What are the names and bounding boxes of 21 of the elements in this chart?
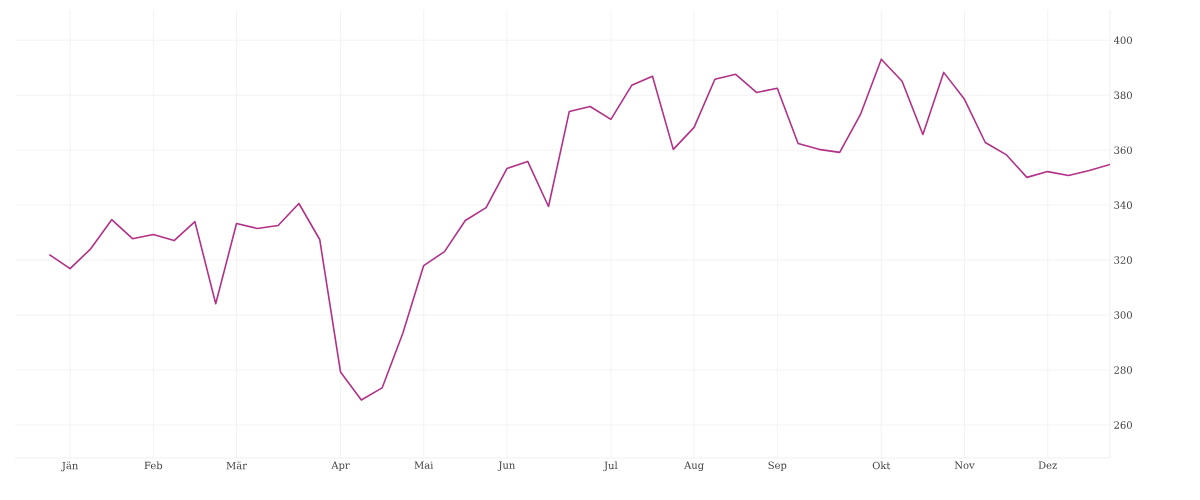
y-tick-label: 380 <box>1114 91 1132 99</box>
x-tick-label: Feb <box>144 461 163 470</box>
x-tick-label: Mär <box>226 461 247 470</box>
x-tick-label: Nov <box>954 461 975 469</box>
y-tick-label: 300 <box>1114 311 1132 319</box>
y-tick-label: 360 <box>1114 146 1132 154</box>
x-tick-label: Apr <box>331 461 350 471</box>
x-tick-label: Sep <box>768 461 787 471</box>
x-tick-label: Jul <box>603 461 618 472</box>
y-tick-label: 260 <box>1114 421 1132 429</box>
y-tick-label: 340 <box>1114 201 1132 209</box>
x-tick-label: Jän <box>61 461 79 472</box>
x-tick-label: Jun <box>497 461 516 471</box>
x-tick-label: Mai <box>414 461 434 469</box>
y-tick-label: 280 <box>1114 366 1132 374</box>
x-tick-label: Aug <box>684 461 704 471</box>
y-tick-label: 320 <box>1114 256 1132 264</box>
x-tick-label: Dez <box>1038 461 1057 469</box>
line-series <box>48 58 1111 401</box>
x-tick-label: Okt <box>872 461 891 470</box>
y-tick-label: 400 <box>1113 36 1132 44</box>
